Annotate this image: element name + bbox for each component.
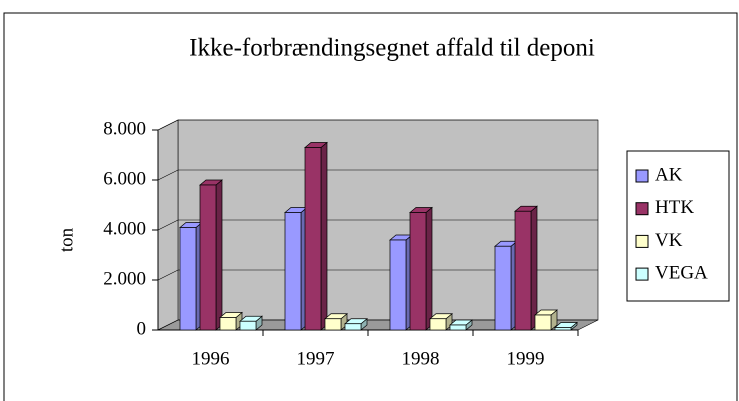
legend-swatch xyxy=(635,169,649,183)
bar-front xyxy=(304,147,322,331)
bar xyxy=(304,141,328,331)
bar-front xyxy=(429,318,447,331)
bar-front xyxy=(389,239,407,331)
grid-line xyxy=(157,269,598,281)
bar-side-shade xyxy=(256,316,262,330)
bar-front xyxy=(179,227,197,331)
legend-label: HTK xyxy=(655,197,694,218)
bar xyxy=(344,318,368,331)
chart-title: Ikke-forbrændingsegnet affald til deponi xyxy=(189,35,595,62)
y-tick-label: 2.000 xyxy=(103,268,146,289)
chart-border xyxy=(3,12,738,401)
bar xyxy=(429,313,453,331)
bar xyxy=(199,179,223,331)
bar-front xyxy=(534,314,552,331)
bar xyxy=(389,234,413,331)
bar-side-shade xyxy=(321,142,327,330)
x-tick-label: 1999 xyxy=(507,348,545,369)
y-axis-label: ton xyxy=(56,227,77,252)
bar xyxy=(324,313,348,331)
bar-front xyxy=(344,323,362,331)
x-tick-label: 1997 xyxy=(297,348,335,369)
x-tick-label: 1998 xyxy=(402,348,440,369)
bar xyxy=(409,206,433,331)
y-tick-label: 0 xyxy=(137,318,147,339)
grid-line xyxy=(157,169,598,181)
bar-front xyxy=(284,212,302,331)
legend-swatch xyxy=(635,234,649,248)
y-tick-label: 6.000 xyxy=(103,168,146,189)
bar-front xyxy=(449,324,467,331)
bar-front xyxy=(324,318,342,331)
bar-front xyxy=(239,320,257,331)
bar-front xyxy=(199,184,217,331)
bar-side-shade xyxy=(216,180,222,330)
bar xyxy=(219,311,243,331)
bar-front xyxy=(514,210,532,331)
y-tick-label: 4.000 xyxy=(103,218,146,239)
bar-front xyxy=(554,327,572,331)
bar-side-shade xyxy=(361,318,367,330)
bar-side-shade xyxy=(571,322,577,330)
bar xyxy=(494,240,518,331)
bar xyxy=(179,221,203,331)
legend-label: VK xyxy=(655,230,683,251)
bar-side-shade xyxy=(531,206,537,330)
grid-line xyxy=(157,119,598,131)
legend-swatch xyxy=(635,202,649,216)
bar xyxy=(284,206,308,331)
bar-side-shade xyxy=(551,310,557,330)
y-tick-label: 8.000 xyxy=(103,118,146,139)
bar xyxy=(554,321,578,331)
legend-label: VEGA xyxy=(655,262,708,283)
x-tick-label: 1996 xyxy=(192,348,230,369)
legend-label: AK xyxy=(655,164,683,185)
bar xyxy=(239,315,263,331)
bar-front xyxy=(219,317,237,331)
bar-front xyxy=(409,212,427,331)
bar xyxy=(449,319,473,331)
bar xyxy=(534,309,558,331)
grid-line xyxy=(157,219,598,231)
bar-front xyxy=(494,245,512,331)
legend-swatch xyxy=(635,267,649,281)
bar-side-shade xyxy=(426,207,432,330)
bar xyxy=(514,205,538,331)
bar-side-shade xyxy=(466,320,472,330)
